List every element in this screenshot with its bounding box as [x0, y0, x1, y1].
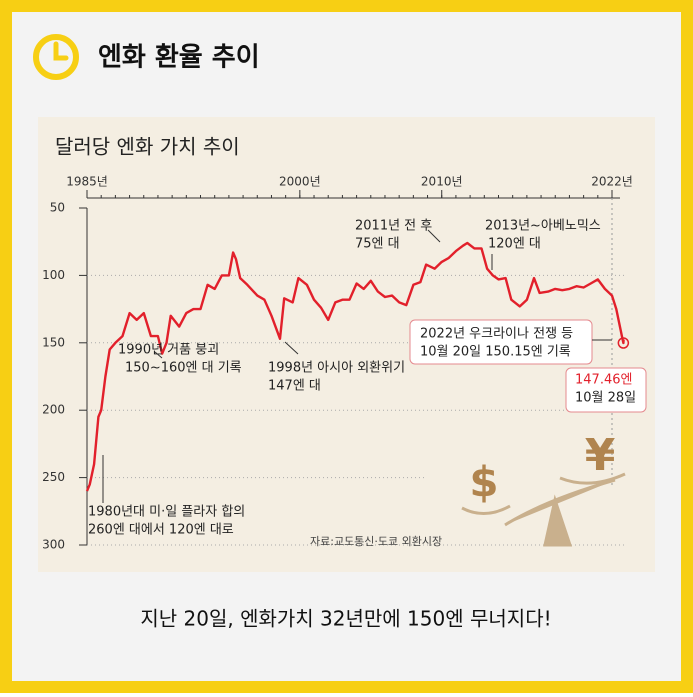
- annotation-text: 120엔 대: [488, 237, 541, 252]
- y-tick-label: 50: [50, 201, 65, 215]
- annotation-box: [409, 319, 593, 365]
- annotation-text: 75엔 대: [355, 237, 400, 252]
- x-tick-label: 2010년: [421, 175, 463, 189]
- x-tick-label: 2000년: [279, 175, 321, 189]
- clock-icon: [33, 34, 79, 80]
- annotation-arrow: [427, 229, 441, 243]
- annotation-text: 1998년 아시아 외환위기: [268, 361, 405, 376]
- y-tick-label: 250: [42, 470, 65, 484]
- y-tick-label: 150: [42, 335, 65, 349]
- caption: 지난 20일, 엔화가치 32년만에 150엔 무너지다!: [140, 607, 551, 631]
- scale-stand: [504, 478, 616, 547]
- clock-hands: [53, 41, 69, 61]
- source: 자료:교도통신·도쿄 외환시장: [310, 535, 442, 548]
- annotation-text: 2013년~아베노믹스: [485, 219, 601, 234]
- y-tick-label: 200: [42, 403, 65, 417]
- annotation-text: 1990년 거품 붕괴: [118, 343, 219, 358]
- y-tick-label: 300: [42, 538, 65, 552]
- annotation-arrow: [154, 351, 163, 359]
- data-line: [85, 241, 625, 492]
- annotation-text: 10월 20일 150.15엔 기록: [420, 345, 571, 360]
- annotation-text: 2011년 전 후: [355, 219, 432, 234]
- annotation-text: 1980년대 미·일 플라자 합의: [88, 505, 245, 520]
- y-tick-label: 100: [42, 268, 65, 282]
- symbol-dollar: $: [469, 458, 498, 507]
- x-tick-label: 2022년: [591, 175, 633, 189]
- header-title: 엔화 환율 추이: [98, 43, 260, 73]
- annotation-box: [565, 367, 647, 413]
- symbol-yen: ¥: [585, 430, 616, 481]
- plot: 50 100 150 200 250 300 1985년 2000년 2010년 2022년 198…: [42, 175, 647, 552]
- annotation-text: 2022년 우크라이나 전쟁 등: [420, 327, 573, 342]
- annotation-arrow: [284, 341, 299, 355]
- chart-title: 달러당 엔화 가치 추이: [55, 135, 240, 159]
- annotation-text: 147.46엔: [575, 373, 632, 388]
- scale-pans: [461, 472, 626, 515]
- annotation-text: 260엔 대에서 120엔 대로: [88, 523, 234, 538]
- annotation-text: 147엔 대: [268, 379, 321, 394]
- annotation-text: 10월 28일: [575, 391, 636, 406]
- annotation-text: 150~160엔 대 기록: [125, 361, 242, 376]
- x-tick-label: 1985년: [66, 175, 108, 189]
- highlight-marker: [617, 337, 630, 349]
